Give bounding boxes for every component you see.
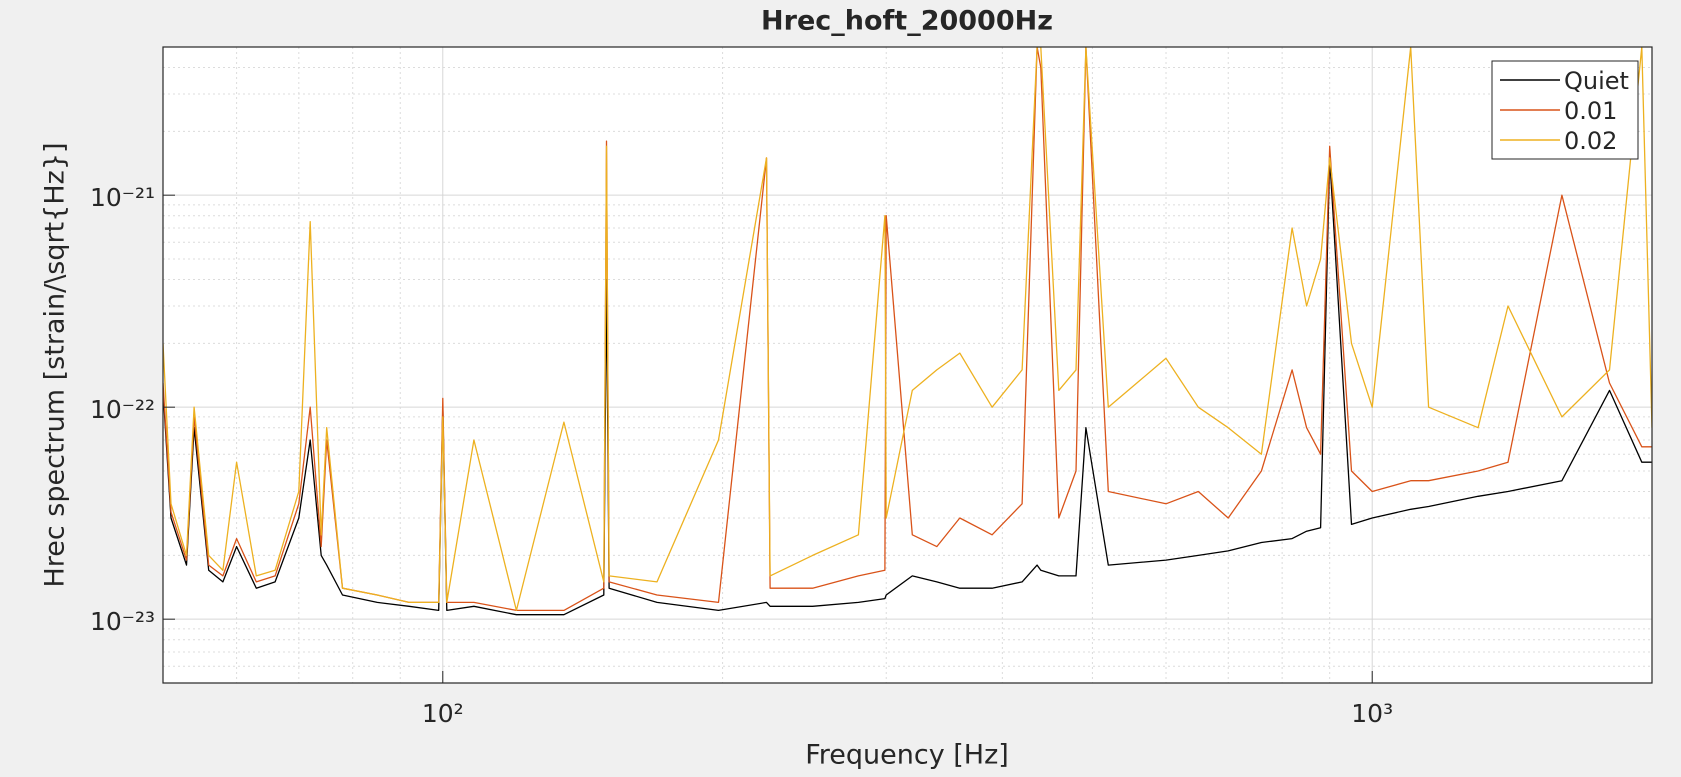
x-tick-label: 10² xyxy=(422,699,464,728)
x-axis-label: Frequency [Hz] xyxy=(805,740,1009,771)
axes-box xyxy=(162,46,1653,684)
chart-title: Hrec_hoft_20000Hz xyxy=(761,6,1053,37)
y-tick-label: 10⁻²¹ xyxy=(90,183,155,212)
legend-label: 0.02 xyxy=(1564,127,1617,155)
series-line xyxy=(163,47,1652,612)
series-line xyxy=(163,47,1652,612)
y-tick-label: 10⁻²² xyxy=(90,395,155,424)
y-tick-label: 10⁻²³ xyxy=(90,607,155,636)
y-axis-label: Hrec spectrum [strain/\sqrt{Hz}] xyxy=(40,142,71,587)
legend-label: Quiet xyxy=(1564,67,1629,95)
legend-label: 0.01 xyxy=(1564,97,1617,125)
plot-lines xyxy=(163,47,1652,616)
x-tick-label: 10³ xyxy=(1351,699,1393,728)
plot-area xyxy=(163,47,1652,683)
